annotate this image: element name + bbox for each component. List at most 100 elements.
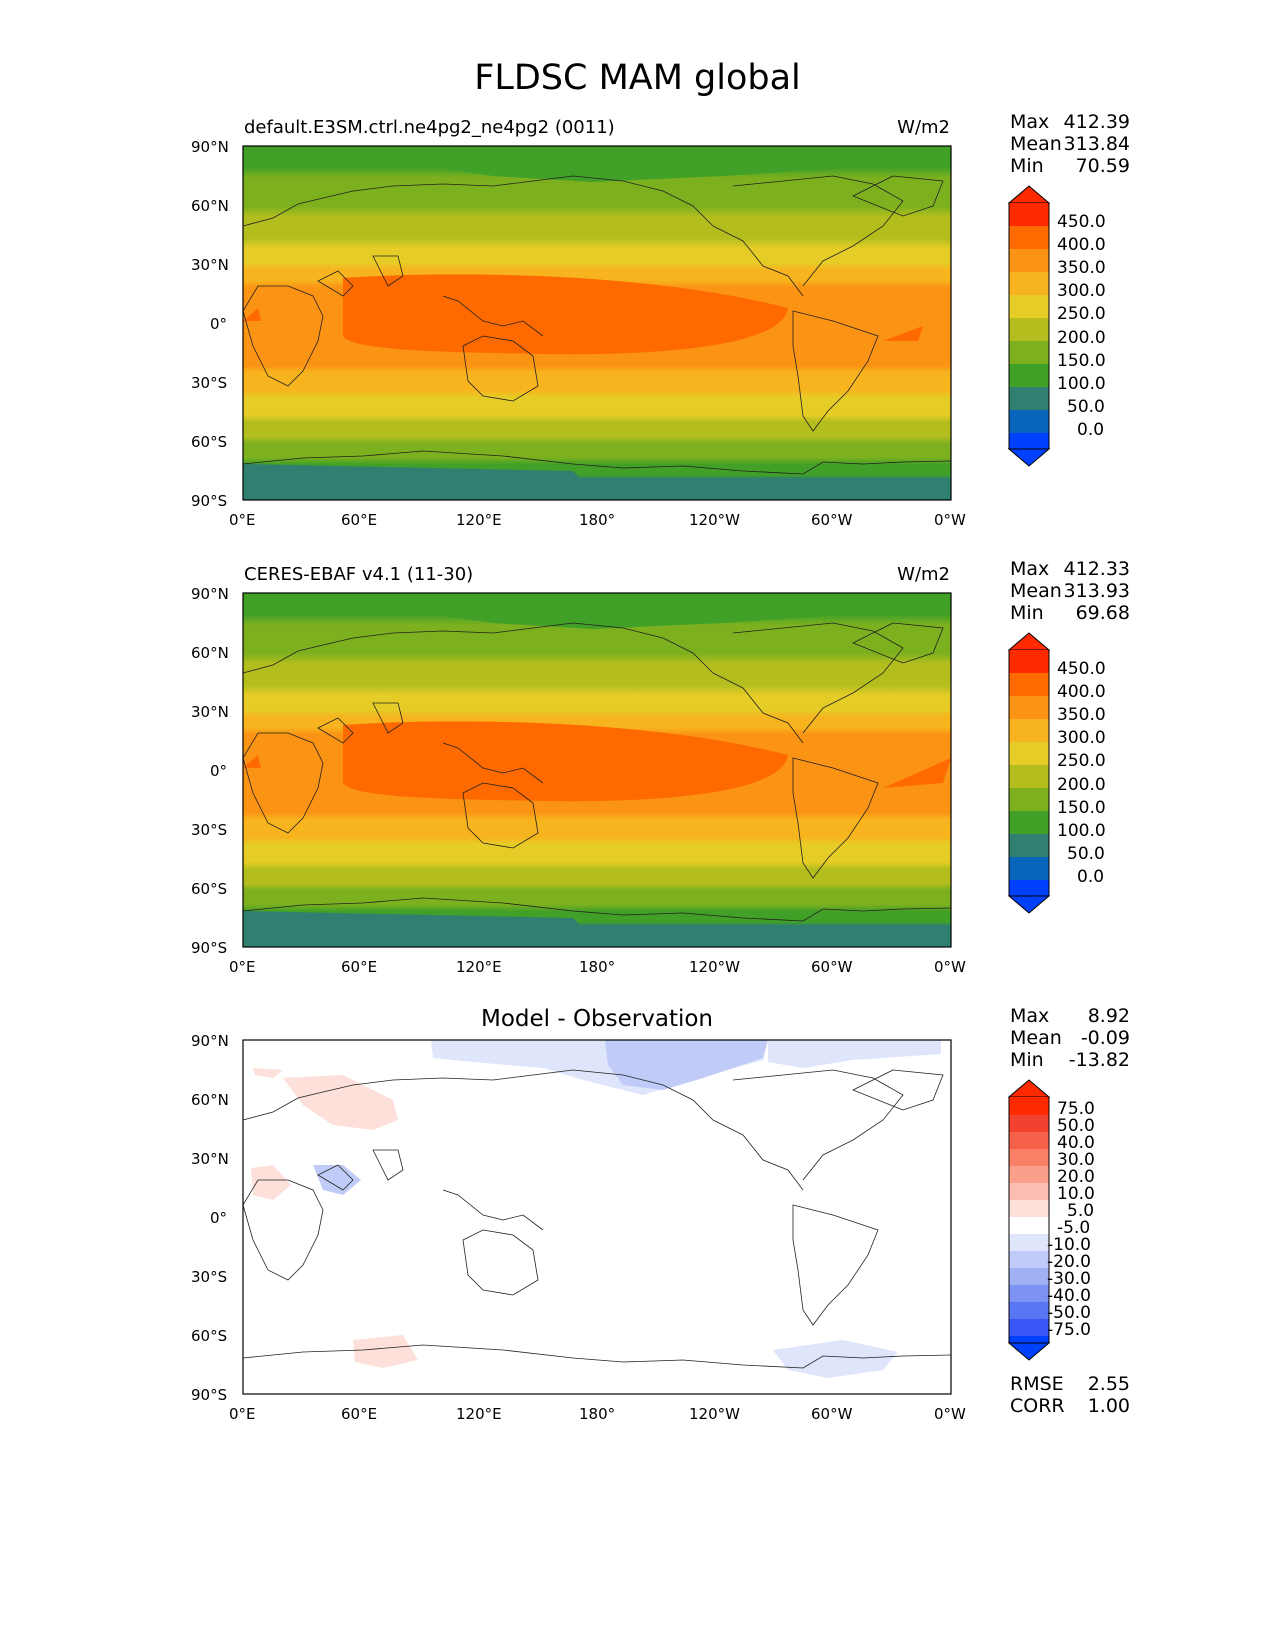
colorbar-segment	[1009, 1336, 1049, 1343]
colorbar-segment	[1009, 1183, 1049, 1200]
lat-tick-label: 90°N	[191, 585, 229, 603]
arctic-band	[411, 146, 951, 182]
stats-box: Max 412.39 Mean 313.84 Min 70.59	[1010, 111, 1130, 177]
colorbar-tick-label: 200.0	[1057, 328, 1106, 348]
coastlines	[242, 1069, 952, 1369]
stat-min-key: Min	[1010, 1049, 1044, 1071]
stat-rmse-key: RMSE	[1010, 1373, 1064, 1395]
colorbar	[1007, 1079, 1051, 1361]
lon-tick-label: 180°	[579, 1405, 616, 1423]
colorbar-segment	[1009, 433, 1049, 449]
colorbar-segment	[1009, 295, 1049, 318]
stat-mean-key: Mean	[1010, 580, 1062, 602]
stat-max-value: 412.39	[1063, 111, 1130, 133]
stat-rmse-value: 2.55	[1087, 1373, 1130, 1395]
map-frame	[242, 1039, 952, 1395]
colorbar-tick-label: 150.0	[1057, 351, 1106, 371]
stat-mean-value: 313.84	[1063, 133, 1130, 155]
lat-tick-label: 60°N	[191, 644, 229, 662]
colorbar-segment	[1009, 341, 1049, 364]
stat-min-value: 70.59	[1075, 155, 1130, 177]
stat-corr-value: 1.00	[1087, 1395, 1130, 1417]
colorbar-segment	[1009, 742, 1049, 765]
lat-tick-label: 90°S	[191, 1386, 228, 1404]
colorbar-segment	[1009, 880, 1049, 896]
colorbar-extend-top	[1007, 185, 1051, 204]
colorbar-tick-label: 400.0	[1057, 682, 1106, 702]
tropical-maximum-west	[243, 755, 261, 768]
positive-anomaly-north-atlantic	[253, 1068, 283, 1078]
colorbar-segment	[1009, 318, 1049, 341]
colorbar-segment	[1009, 1097, 1049, 1115]
colorbar-segment	[1009, 857, 1049, 880]
colorbar-tick-label: 100.0	[1057, 821, 1106, 841]
colorbar-tick-label: 10.0	[1057, 1184, 1095, 1204]
colorbar-extend-top	[1007, 632, 1051, 651]
lon-tick-label: 0°E	[229, 511, 256, 529]
colorbar-tick-label: 250.0	[1057, 751, 1106, 771]
colorbar-tick-label: 40.0	[1057, 1133, 1095, 1153]
colorbar-segment	[1009, 1217, 1049, 1234]
colorbar-segment	[1009, 249, 1049, 272]
lon-tick-label: 60°E	[341, 1405, 378, 1423]
colorbar-tick-label: 300.0	[1057, 281, 1106, 301]
colorbar-segment	[1009, 387, 1049, 410]
tropical-maximum-east	[883, 758, 951, 788]
stat-mean-value: -0.09	[1080, 1027, 1130, 1049]
lat-tick-label: 30°S	[191, 374, 228, 392]
panel-title: default.E3SM.ctrl.ne4pg2_ne4pg2 (0011)	[244, 117, 615, 138]
lat-tick-label: 0°	[210, 762, 228, 780]
colorbar-segment	[1009, 1234, 1049, 1251]
lon-tick-label: 0°W	[934, 1405, 966, 1423]
coastlines	[242, 175, 952, 475]
stat-max-key: Max	[1010, 111, 1050, 133]
negative-anomaly-arctic-east	[768, 1040, 941, 1068]
colorbar-tick-label: -10.0	[1047, 1235, 1091, 1255]
positive-anomaly-antarctic	[353, 1335, 418, 1368]
tropical-maximum	[343, 274, 788, 355]
map-plot	[242, 592, 952, 948]
negative-anomaly-arabia	[313, 1165, 361, 1195]
lat-tick-label: 30°N	[191, 256, 229, 274]
lon-tick-label: 60°W	[811, 511, 853, 529]
map-plot	[242, 145, 952, 501]
lat-tick-label: 90°S	[191, 492, 228, 510]
colorbar-segment	[1009, 1166, 1049, 1183]
colorbar-tick-label: -5.0	[1057, 1218, 1091, 1238]
stat-corr-key: CORR	[1010, 1395, 1065, 1417]
stat-min-key: Min	[1010, 602, 1044, 624]
stat-max-value: 412.33	[1063, 558, 1130, 580]
arctic-band	[411, 593, 951, 629]
lon-tick-label: 120°E	[456, 511, 502, 529]
lon-tick-label: 0°E	[229, 1405, 256, 1423]
colorbar-tick-label: 200.0	[1057, 775, 1106, 795]
colorbar-tick-label: -40.0	[1047, 1286, 1091, 1306]
antarctic-band-west	[243, 464, 603, 500]
colorbar-segment	[1009, 834, 1049, 857]
colorbar-tick-label: 450.0	[1057, 212, 1106, 232]
colorbar-segment	[1009, 788, 1049, 811]
colorbar-tick-label: 350.0	[1057, 705, 1106, 725]
colorbar-tick-label: 50.0	[1067, 397, 1105, 417]
lon-tick-label: 60°W	[811, 1405, 853, 1423]
lon-tick-label: 60°W	[811, 958, 853, 976]
colorbar	[1007, 632, 1051, 914]
colorbar-segment	[1009, 410, 1049, 433]
stat-mean-key: Mean	[1010, 1027, 1062, 1049]
map-frame	[242, 592, 952, 948]
colorbar-tick-label: 30.0	[1057, 1150, 1095, 1170]
lon-tick-label: 60°E	[341, 511, 378, 529]
lat-tick-label: 90°N	[191, 1032, 229, 1050]
lon-tick-label: 120°E	[456, 1405, 502, 1423]
colorbar-segment	[1009, 1149, 1049, 1166]
colorbar-segment	[1009, 719, 1049, 742]
stats-box: Max 412.33 Mean 313.93 Min 69.68	[1010, 558, 1130, 624]
colorbar-segment	[1009, 1115, 1049, 1132]
lat-tick-label: 60°N	[191, 197, 229, 215]
coastlines	[242, 622, 952, 922]
stat-min-value: 69.68	[1075, 602, 1130, 624]
colorbar-segment	[1009, 364, 1049, 387]
colorbar-segment	[1009, 1319, 1049, 1336]
colorbar-tick-label: -75.0	[1047, 1320, 1091, 1340]
lat-tick-label: 30°N	[191, 1150, 229, 1168]
